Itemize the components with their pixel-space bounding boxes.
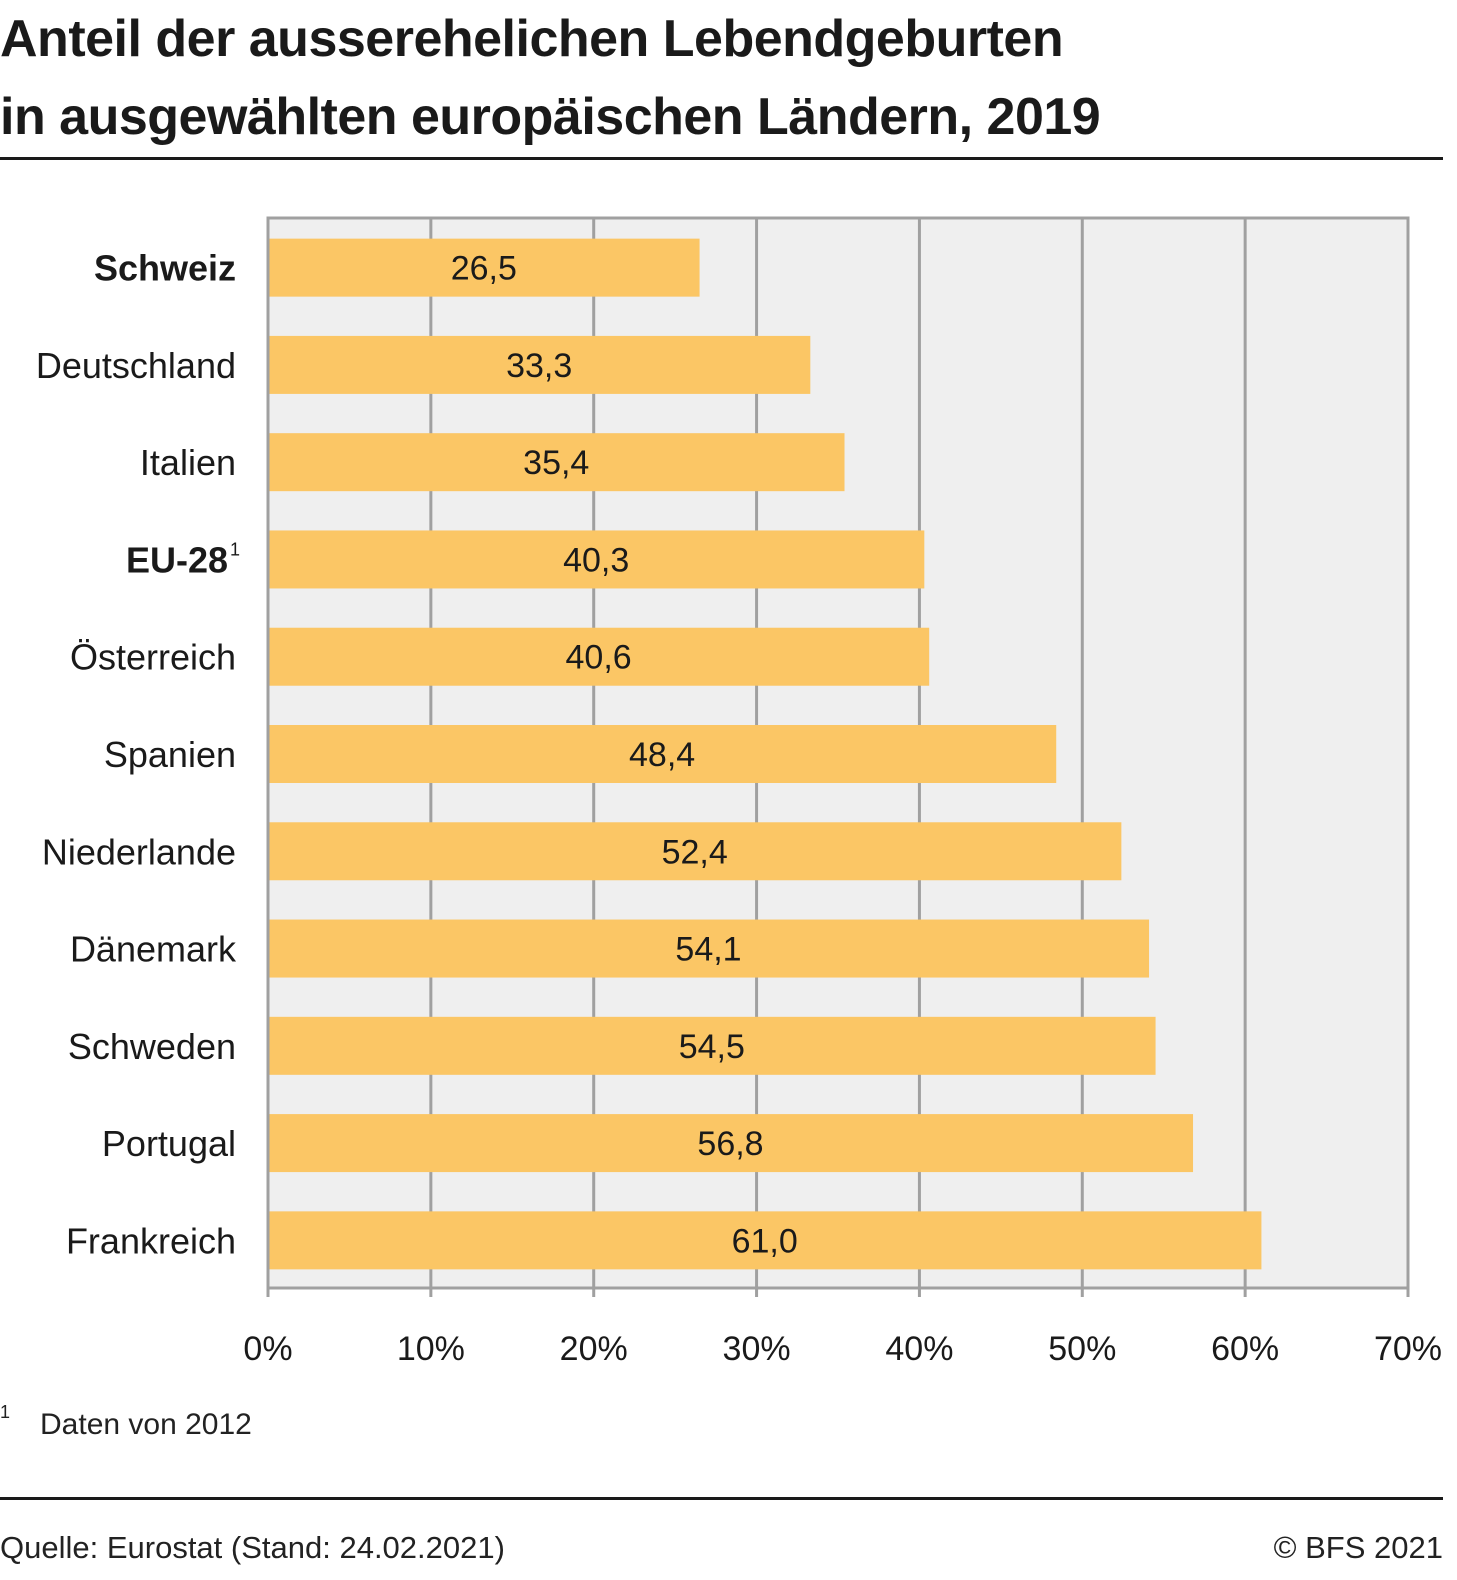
data-label-1: 33,3 [506, 347, 572, 385]
category-label-5: Spanien [104, 734, 236, 775]
category-label-0: Schweiz [94, 248, 236, 289]
copyright: © BFS 2021 [1273, 1530, 1443, 1565]
category-label-1: Deutschland [36, 345, 236, 386]
data-label-6: 52,4 [662, 833, 728, 871]
category-label-6: Niederlande [42, 831, 236, 872]
x-tick-label-70: 70% [1374, 1330, 1442, 1368]
footnote-text: Daten von 2012 [40, 1408, 252, 1441]
bar-3 [269, 530, 925, 589]
bar-2 [269, 433, 845, 492]
data-label-9: 56,8 [697, 1125, 763, 1163]
data-label-4: 40,6 [566, 639, 632, 677]
data-label-3: 40,3 [563, 541, 629, 579]
data-label-2: 35,4 [523, 444, 589, 482]
bar-10 [269, 1211, 1262, 1270]
chart-title-line-1: Anteil der ausserehelichen Lebendgeburte… [0, 10, 1064, 68]
chart-title-line-2: in ausgewählten europäischen Ländern, 20… [0, 88, 1101, 146]
footnote-marker: 1 [0, 1402, 11, 1422]
bar-6 [269, 822, 1122, 881]
chart-title: Anteil der ausserehelichen Lebendgeburte… [0, 0, 1101, 156]
x-tick-label-30: 30% [723, 1330, 791, 1368]
x-tick-label-40: 40% [885, 1330, 953, 1368]
data-label-10: 61,0 [732, 1222, 798, 1260]
bar-1 [269, 335, 811, 394]
data-label-0: 26,5 [451, 250, 517, 288]
category-label-2: Italien [140, 442, 236, 483]
title-divider [0, 157, 1443, 160]
bar-8 [269, 1016, 1156, 1075]
category-label-9: Portugal [102, 1123, 236, 1164]
x-tick-label-10: 10% [397, 1330, 465, 1368]
bar-5 [269, 725, 1057, 783]
footer-divider [0, 1497, 1443, 1500]
x-tick-label-50: 50% [1048, 1330, 1116, 1368]
data-label-5: 48,4 [629, 736, 695, 774]
bar-9 [269, 1114, 1194, 1173]
bar-0 [269, 238, 700, 297]
data-label-7: 54,1 [675, 931, 741, 969]
category-superscript-3: 1 [230, 539, 240, 559]
category-label-8: Schweden [68, 1026, 236, 1067]
category-label-4: Österreich [70, 637, 236, 678]
category-label-10: Frankreich [66, 1220, 236, 1261]
x-tick-label-0: 0% [243, 1330, 292, 1368]
footnote: 1 Daten von 2012 [0, 1402, 252, 1442]
bar-4 [269, 627, 930, 686]
x-tick-label-20: 20% [560, 1330, 628, 1368]
bar-chart: 26,5 Schweiz 33,3 Deutschland 35,4 Italien 40,… [36, 216, 1442, 1368]
category-label-3: EU-28 [126, 539, 228, 580]
data-label-8: 54,5 [679, 1028, 745, 1066]
bar-7 [269, 919, 1150, 978]
x-tick-label-60: 60% [1211, 1330, 1279, 1368]
category-label-7: Dänemark [70, 929, 237, 970]
source-note: Quelle: Eurostat (Stand: 24.02.2021) [0, 1530, 505, 1565]
